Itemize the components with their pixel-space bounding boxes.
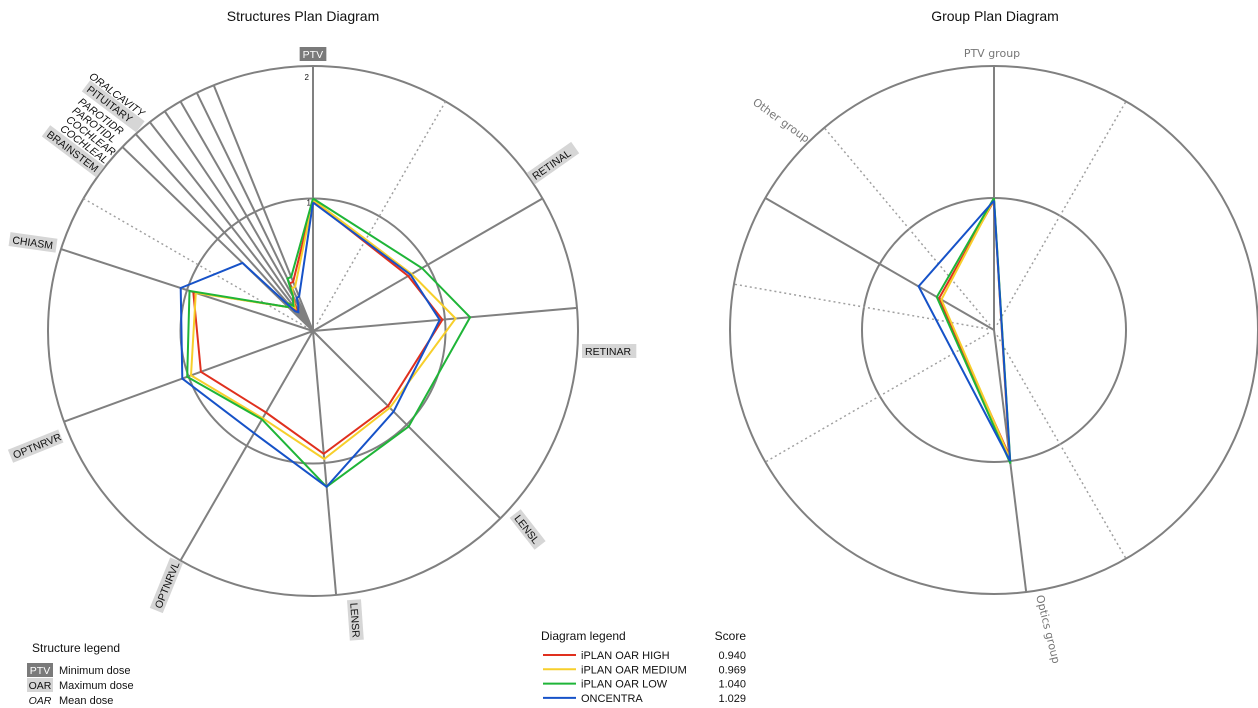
svg-text:RETINAL: RETINAL: [530, 147, 573, 182]
axis-label-optics-group: Optics group: [1033, 594, 1063, 665]
ring-tick-label: 1: [307, 199, 312, 208]
svg-text:Mean dose: Mean dose: [59, 695, 113, 707]
svg-text:OPTNRVL: OPTNRVL: [153, 560, 183, 610]
axis-line-brainstem: [121, 146, 314, 332]
svg-text:Maximum dose: Maximum dose: [59, 680, 134, 692]
axis-line-pituitary: [195, 92, 314, 332]
axis-line-optnrvr: [63, 330, 314, 423]
svg-text:PTV: PTV: [303, 49, 323, 61]
axis-label-ptv: PTV: [299, 47, 327, 61]
svg-text:Minimum dose: Minimum dose: [59, 665, 131, 677]
axis-label-lensr: LENSR: [347, 599, 364, 641]
axis-line-chiasm: [60, 248, 314, 332]
axis-line-optnrvl: [179, 330, 314, 561]
structure-legend-item: PTV Minimum dose: [27, 663, 131, 677]
axis-label-retinar: RETINAR: [582, 344, 637, 358]
structure-legend-title: Structure legend: [32, 641, 120, 655]
axis-line-retinar: [312, 306, 578, 332]
svg-text:PTV: PTV: [30, 665, 50, 677]
diagram-legend-item: ONCENTRA 1.029: [543, 693, 746, 705]
axis-line-oralcavity: [212, 84, 314, 332]
axis-label-optnrvl: OPTNRVL: [149, 557, 184, 614]
axis-line-retinal: [312, 197, 543, 332]
structure-legend: Structure legend PTV Minimum dose OAR Maxim…: [27, 641, 134, 707]
axis-line-cochleal: [134, 133, 314, 332]
series-line-oncentra: [179, 201, 441, 489]
axis-line-lensr: [312, 330, 338, 596]
score-header: Score: [715, 629, 747, 643]
svg-text:RETINAR: RETINAR: [585, 346, 632, 358]
axis-label-retinal: RETINAL: [526, 141, 580, 185]
legend-series-name: ONCENTRA: [581, 693, 643, 705]
legend-score: 1.040: [718, 679, 746, 691]
legend-score: 0.940: [718, 650, 746, 662]
structure-legend-item: OAR Mean dose: [29, 695, 114, 707]
structures-radar-chart: 1 2 PTV RETINAL RETINAR LENSL LENSR OPTNRVL OPTN…: [7, 47, 637, 641]
svg-text:OAR: OAR: [29, 680, 52, 692]
diagram-legend-item: iPLAN OAR HIGH 0.940: [543, 650, 746, 662]
axis-label-lensl: LENSL: [509, 509, 546, 550]
diagram-legend-item: iPLAN OAR LOW 1.040: [543, 679, 746, 691]
group-chart-title: Group Plan Diagram: [931, 8, 1059, 24]
dotted-reference-line: [996, 100, 1127, 326]
axis-label-optnrvr: OPTNRVR: [7, 429, 64, 463]
axis-line-other-group: [764, 197, 995, 331]
axis-line-cochlear: [149, 121, 314, 332]
svg-text:OPTNRVR: OPTNRVR: [11, 431, 63, 461]
axis-label-other-group: Other group: [750, 96, 812, 146]
axis-label-ptv-group: PTV group: [964, 47, 1020, 60]
legend-score: 1.029: [718, 693, 746, 705]
dotted-reference-line: [764, 332, 990, 463]
legend-series-name: iPLAN OAR LOW: [581, 679, 668, 691]
dotted-reference-line: [823, 127, 991, 326]
ring-tick-label: 2: [305, 73, 310, 82]
dotted-reference-line: [996, 334, 1127, 560]
axis-line-lensl: [312, 330, 502, 520]
axis-line-parotidl: [163, 110, 314, 332]
axis-label-chiasm: CHIASM: [8, 232, 58, 253]
legend-series-name: iPLAN OAR MEDIUM: [581, 664, 687, 676]
group-radar-chart: PTV group Optics group Other group: [729, 47, 1258, 665]
svg-text:OAR: OAR: [29, 695, 52, 707]
series-line-iplan-oar-low: [186, 197, 472, 489]
structure-legend-item: OAR Maximum dose: [27, 678, 134, 692]
structures-chart-title: Structures Plan Diagram: [227, 8, 380, 24]
diagram-legend-title: Diagram legend: [541, 629, 626, 643]
diagram-legend: Diagram legend Score iPLAN OAR HIGH 0.940…: [541, 629, 746, 705]
svg-text:CHIASM: CHIASM: [12, 235, 54, 253]
series-line-oncentra: [917, 199, 1012, 462]
legend-score: 0.969: [718, 664, 746, 676]
svg-text:LENSR: LENSR: [347, 602, 361, 638]
diagram-legend-item: iPLAN OAR MEDIUM 0.969: [543, 664, 746, 676]
legend-series-name: iPLAN OAR HIGH: [581, 650, 670, 662]
